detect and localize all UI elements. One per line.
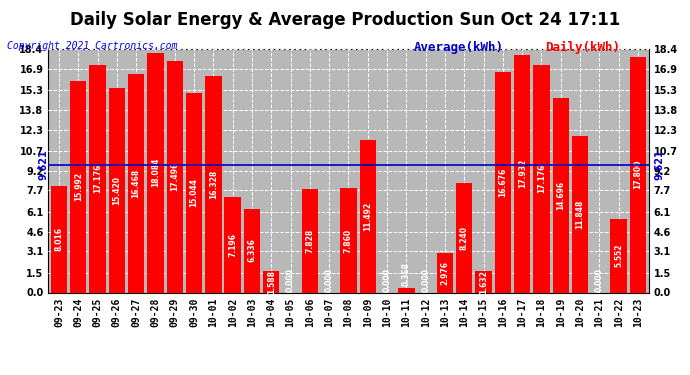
Text: 17.496: 17.496 — [170, 162, 179, 191]
Bar — [359, 140, 376, 292]
Text: 1.588: 1.588 — [267, 270, 276, 294]
Bar — [128, 74, 144, 292]
Bar — [186, 93, 202, 292]
Text: 18.084: 18.084 — [151, 158, 160, 188]
Text: 7.860: 7.860 — [344, 228, 353, 252]
Text: 1.632: 1.632 — [479, 270, 488, 294]
Text: 6.336: 6.336 — [248, 238, 257, 262]
Bar — [89, 65, 106, 292]
Bar — [108, 88, 125, 292]
Text: 17.176: 17.176 — [93, 164, 102, 194]
Text: 16.676: 16.676 — [498, 167, 507, 196]
Text: 14.696: 14.696 — [556, 181, 565, 210]
Bar — [553, 98, 569, 292]
Text: 17.800: 17.800 — [633, 160, 642, 189]
Text: 16.328: 16.328 — [209, 170, 218, 199]
Text: 9.621: 9.621 — [655, 150, 664, 180]
Text: 0.000: 0.000 — [325, 268, 334, 292]
Text: Daily Solar Energy & Average Production Sun Oct 24 17:11: Daily Solar Energy & Average Production … — [70, 11, 620, 29]
Text: 7.828: 7.828 — [306, 228, 315, 253]
Bar — [398, 288, 415, 292]
Bar — [456, 183, 473, 292]
Text: 8.016: 8.016 — [55, 227, 63, 251]
Bar — [475, 271, 492, 292]
Text: 16.468: 16.468 — [132, 169, 141, 198]
Bar — [263, 272, 279, 292]
Text: 7.196: 7.196 — [228, 233, 237, 257]
Bar — [70, 81, 86, 292]
Text: 11.848: 11.848 — [575, 200, 584, 229]
Bar — [437, 253, 453, 292]
Text: 0.000: 0.000 — [595, 268, 604, 292]
Bar — [630, 57, 647, 292]
Text: 15.992: 15.992 — [74, 172, 83, 201]
Bar — [224, 197, 241, 292]
Bar — [244, 209, 260, 292]
Text: 0.000: 0.000 — [382, 268, 391, 292]
Text: 8.240: 8.240 — [460, 226, 469, 250]
Text: 0.368: 0.368 — [402, 262, 411, 286]
Text: 17.176: 17.176 — [537, 164, 546, 194]
Bar — [205, 76, 221, 292]
Text: 15.044: 15.044 — [190, 178, 199, 207]
Bar — [533, 65, 550, 292]
Bar — [302, 189, 318, 292]
Text: 11.492: 11.492 — [363, 202, 372, 231]
Bar — [340, 188, 357, 292]
Bar — [572, 135, 589, 292]
Bar — [147, 53, 164, 292]
Text: 17.932: 17.932 — [518, 159, 526, 188]
Text: Average(kWh): Average(kWh) — [414, 41, 504, 54]
Text: 0.000: 0.000 — [286, 268, 295, 292]
Text: 9.621: 9.621 — [39, 150, 48, 180]
Bar — [514, 55, 531, 292]
Text: Copyright 2021 Cartronics.com: Copyright 2021 Cartronics.com — [7, 41, 177, 51]
Text: 2.976: 2.976 — [440, 261, 449, 285]
Bar — [166, 61, 183, 292]
Text: Daily(kWh): Daily(kWh) — [545, 41, 620, 54]
Text: 5.552: 5.552 — [614, 244, 623, 267]
Bar — [495, 72, 511, 292]
Bar — [611, 219, 627, 292]
Bar — [50, 186, 67, 292]
Text: 0.000: 0.000 — [421, 268, 430, 292]
Text: 15.420: 15.420 — [112, 176, 121, 205]
